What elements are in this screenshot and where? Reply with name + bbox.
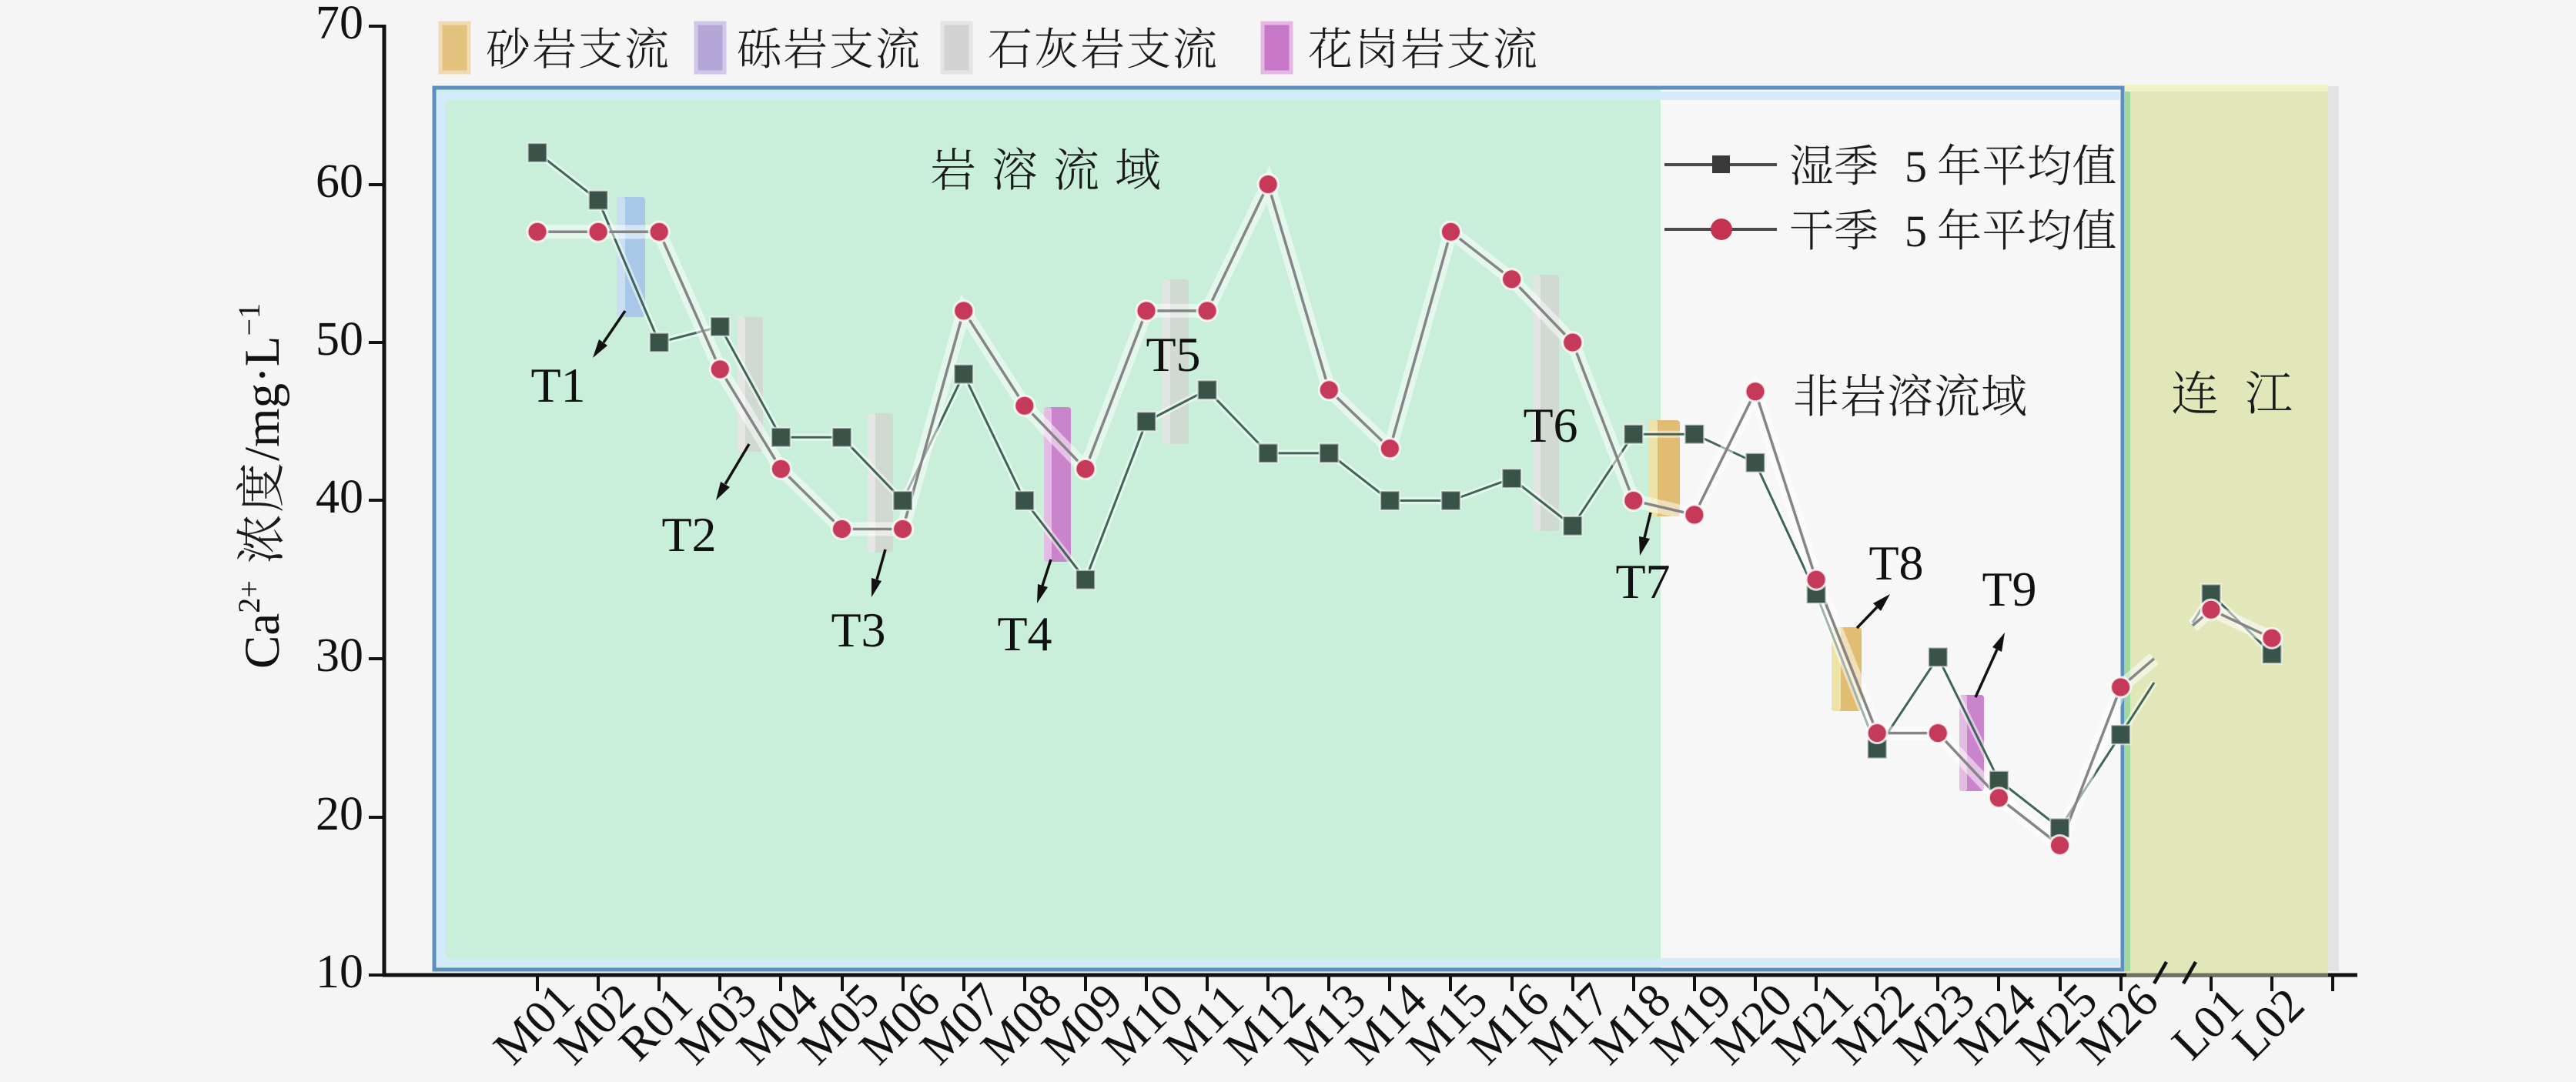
svg-text:/mg·L−1: /mg·L−1 <box>232 303 290 461</box>
svg-text:5: 5 <box>1905 142 1927 192</box>
svg-text:T9: T9 <box>1982 562 2036 616</box>
svg-text:70: 70 <box>316 0 363 49</box>
svg-text:30: 30 <box>316 629 363 682</box>
svg-text:T2: T2 <box>661 507 716 562</box>
svg-text:20: 20 <box>316 788 363 840</box>
svg-text:T3: T3 <box>831 603 885 657</box>
svg-text:T8: T8 <box>1868 536 1923 590</box>
svg-text:T1: T1 <box>530 358 585 412</box>
svg-text:40: 40 <box>316 471 363 523</box>
svg-text:5: 5 <box>1905 206 1927 256</box>
svg-text:T4: T4 <box>997 606 1052 661</box>
svg-text:T7: T7 <box>1615 554 1670 609</box>
svg-text:50: 50 <box>316 313 363 366</box>
svg-text:T6: T6 <box>1523 398 1577 453</box>
svg-text:60: 60 <box>316 155 363 208</box>
svg-text:T5: T5 <box>1146 327 1200 382</box>
svg-text:10: 10 <box>316 946 363 998</box>
